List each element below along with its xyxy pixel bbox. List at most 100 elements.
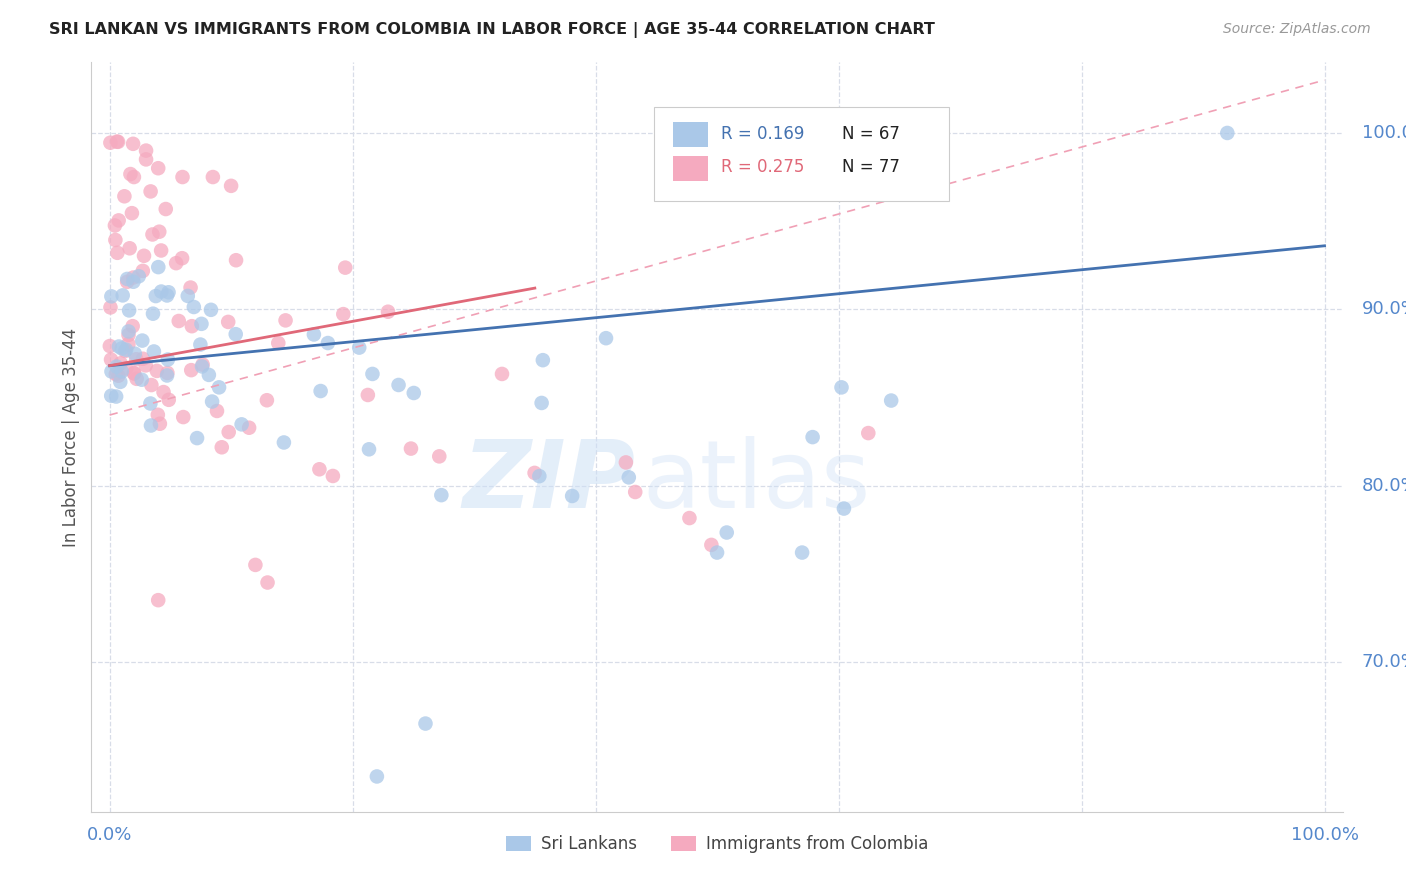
Text: ZIP: ZIP [463,436,636,528]
Point [801,430,824,444]
Point [274,313,297,327]
Point [135,144,157,158]
Point [111,288,134,302]
Point [156,352,179,367]
Point [415,716,437,731]
Point [399,442,422,456]
Point [167,314,190,328]
Point [121,319,143,334]
FancyBboxPatch shape [673,122,709,147]
Point [190,337,212,351]
Point [107,213,129,227]
Point [100,136,122,150]
Point [142,344,165,359]
FancyBboxPatch shape [654,107,949,201]
Point [121,206,143,220]
Text: R = 0.169: R = 0.169 [721,125,804,143]
Text: 90.0%: 90.0% [1361,301,1406,318]
Point [100,352,122,367]
Point [107,135,129,149]
Point [387,378,409,392]
Point [112,189,135,203]
Point [105,245,128,260]
Point [201,394,224,409]
Point [157,392,180,407]
Point [614,455,637,469]
Point [122,136,145,151]
Point [100,389,122,403]
Text: 70.0%: 70.0% [1361,653,1406,671]
Point [316,336,339,351]
Point [139,418,162,433]
Point [110,375,132,389]
Point [156,288,179,302]
Point [858,426,880,441]
Point [267,336,290,351]
Point [156,368,179,383]
Point [595,331,617,345]
Point [117,337,139,351]
Point [165,256,187,270]
Point [219,178,242,193]
Point [180,363,202,377]
Point [132,351,155,366]
Point [142,307,165,321]
Point [122,270,145,285]
Point [145,289,167,303]
Point [131,373,153,387]
Point [108,339,131,353]
Point [377,304,399,318]
Point [148,225,170,239]
Point [832,501,855,516]
Point [118,303,141,318]
Point [115,275,138,289]
Text: atlas: atlas [643,436,870,528]
Legend: Sri Lankans, Immigrants from Colombia: Sri Lankans, Immigrants from Colombia [499,829,935,860]
Point [523,466,546,480]
Point [308,462,330,476]
Point [125,372,148,386]
Point [200,302,222,317]
Point [110,356,132,370]
Point [561,489,583,503]
Point [139,185,162,199]
Point [231,417,253,432]
Point [117,325,139,339]
Point [115,343,138,357]
Text: SRI LANKAN VS IMMIGRANTS FROM COLOMBIA IN LABOR FORCE | AGE 35-44 CORRELATION CH: SRI LANKAN VS IMMIGRANTS FROM COLOMBIA I… [49,22,935,38]
Point [117,327,139,342]
Point [700,538,723,552]
Point [273,435,295,450]
Point [118,241,141,255]
Point [141,227,163,242]
Point [155,202,177,216]
Point [149,417,172,431]
Point [256,393,278,408]
Point [105,135,128,149]
Point [172,169,194,184]
Point [217,315,239,329]
Point [139,396,162,410]
Point [114,343,136,358]
Point [120,167,142,181]
Point [157,285,180,300]
Point [135,153,157,167]
Point [105,390,128,404]
Point [150,244,173,258]
Point [122,367,145,381]
Point [100,364,122,378]
Point [132,249,155,263]
Point [104,233,127,247]
Point [256,575,278,590]
Point [205,404,228,418]
Point [111,364,134,378]
Point [361,367,384,381]
Point [150,285,173,299]
Y-axis label: In Labor Force | Age 35-44: In Labor Force | Age 35-44 [62,327,80,547]
Point [491,367,513,381]
Point [880,393,903,408]
Point [152,385,174,400]
Point [332,307,354,321]
Text: N = 77: N = 77 [842,159,900,177]
Point [790,545,813,559]
